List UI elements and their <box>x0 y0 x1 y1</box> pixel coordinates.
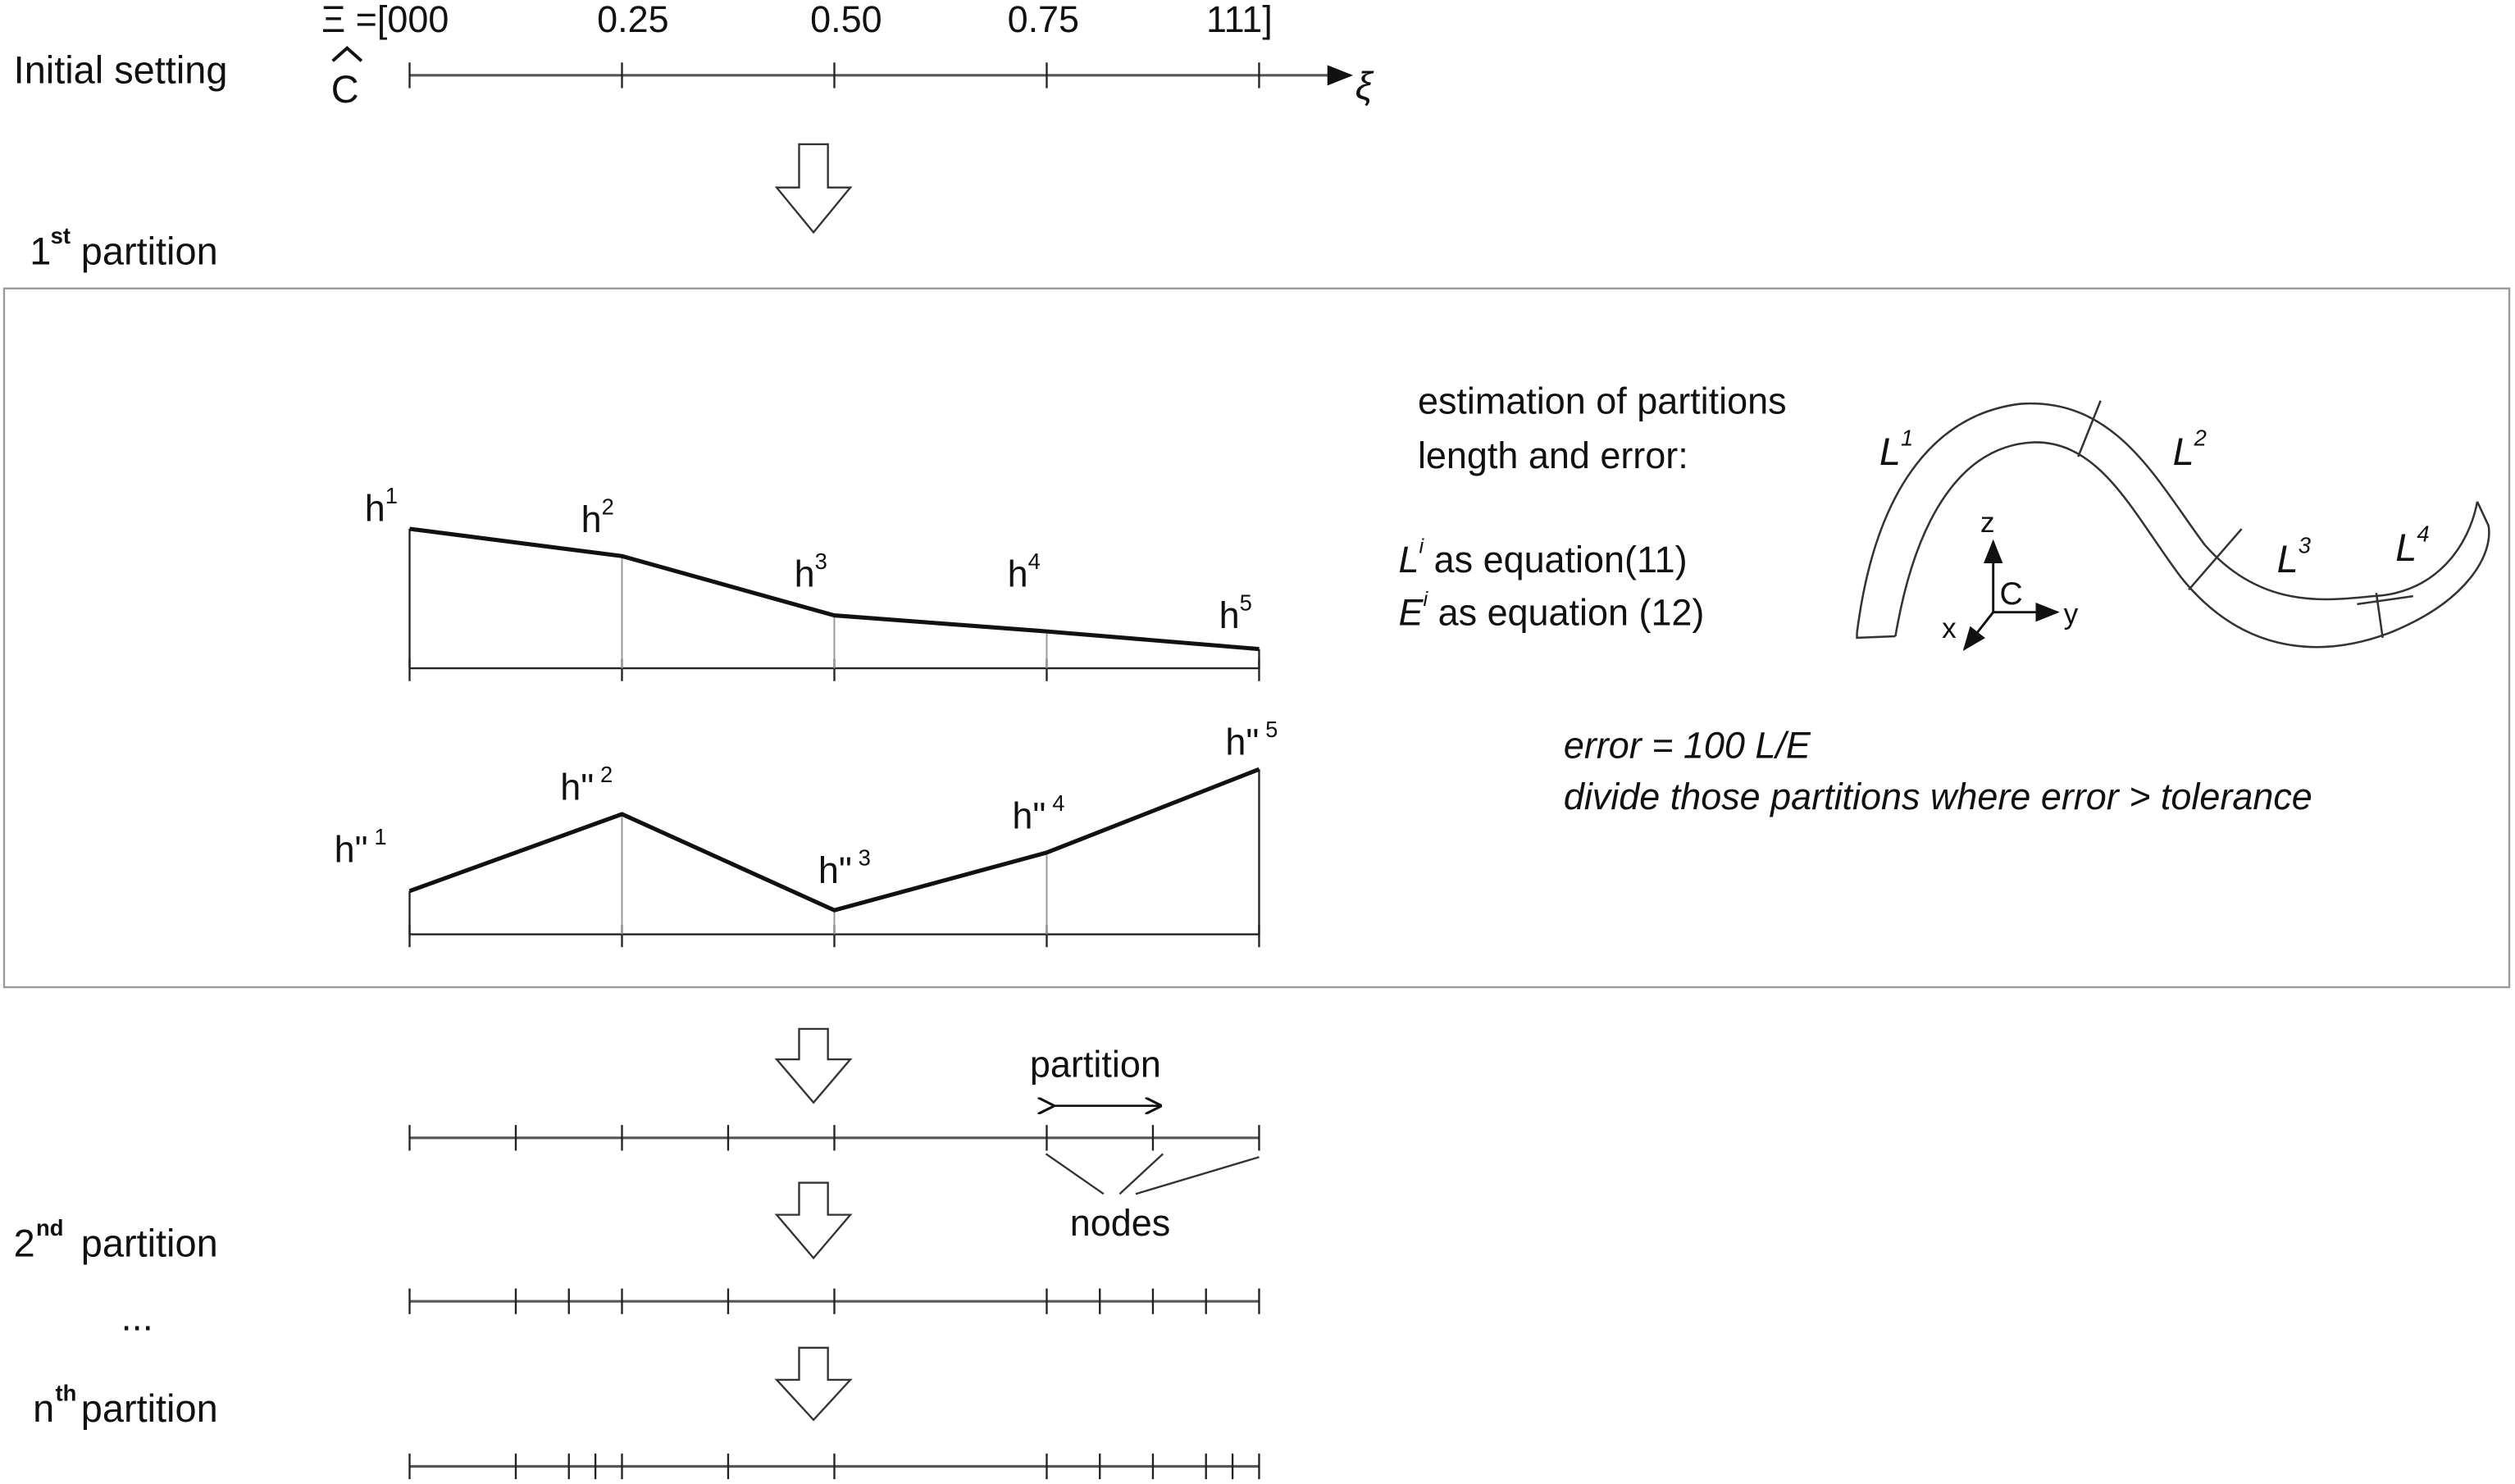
L3-label: L3 <box>2277 532 2311 580</box>
value-polyline <box>409 526 1260 652</box>
h-second-derivative-plot: h" 1 h" 2 h" 3 h" 4 h" 5 <box>335 717 1278 948</box>
curve-symbol: C <box>331 68 359 111</box>
initial-setting-label: Initial setting <box>14 49 228 92</box>
coordinate-axes-icon <box>1962 539 2060 651</box>
node-value-label: h1 <box>365 483 398 530</box>
x-axis-label: x <box>1942 612 1957 644</box>
nth-partition-num: n <box>33 1387 54 1430</box>
node-value-label: h" 3 <box>818 845 871 892</box>
xi-axis-symbol: ξ <box>1355 65 1374 107</box>
second-partition-label: partition <box>81 1222 218 1264</box>
node-value-label: h" 2 <box>560 762 613 808</box>
partition-axis-b <box>408 1288 1260 1314</box>
first-partition-num: 1 <box>30 230 51 273</box>
estimation-line2: length and error: <box>1418 435 1688 476</box>
ei-equation: Ei as equation (12) <box>1399 588 1705 633</box>
down-arrow-icon <box>774 1027 853 1104</box>
hat-icon <box>331 46 363 62</box>
li-symbol: L <box>1399 539 1419 580</box>
knot-vector-prefix: Ξ =[000 <box>321 0 449 40</box>
partition-axis-a <box>408 1125 1260 1151</box>
ei-symbol: E <box>1399 591 1424 633</box>
L4-label: L4 <box>2395 521 2429 569</box>
error-rule: divide those partitions where error > to… <box>1564 776 2312 817</box>
node-value-label: h5 <box>1219 590 1252 637</box>
second-partition-sup: nd <box>36 1215 63 1240</box>
knot-label: 0.50 <box>810 0 882 40</box>
knot-label: 0.75 <box>1008 0 1079 40</box>
nth-partition-label: partition <box>81 1387 218 1430</box>
li-sup: i <box>1419 535 1425 558</box>
node-value-label: h3 <box>795 549 827 595</box>
partition-axis-nth <box>408 1453 1260 1480</box>
ei-text: as equation (12) <box>1428 591 1704 633</box>
value-polyline <box>408 767 1260 913</box>
ei-sup: i <box>1423 588 1428 611</box>
L2-label: L2 <box>2173 425 2207 472</box>
down-arrow-icon <box>774 1181 853 1260</box>
nodes-label: nodes <box>1070 1202 1170 1244</box>
nodes-pointer-lines <box>1045 1153 1260 1195</box>
error-formula: error = 100 L/E <box>1564 725 1811 767</box>
knot-label: 0.25 <box>597 0 668 40</box>
node-value-label: h" 5 <box>1225 717 1278 763</box>
li-text: as equation(11) <box>1424 539 1687 580</box>
node-value-label: h" 4 <box>1012 790 1064 837</box>
curve-c-label: C <box>2000 576 2023 612</box>
y-axis-label: y <box>2064 598 2079 630</box>
curve-band <box>1856 400 2490 649</box>
knot-vector-suffix: 111] <box>1206 0 1273 40</box>
down-arrow-icon <box>774 1346 853 1422</box>
z-axis-label: z <box>1980 507 1995 539</box>
partition-label: partition <box>1030 1044 1161 1086</box>
first-partition-label: partition <box>81 230 218 273</box>
h-plot: h1 h2 h3 h4 h5 <box>365 483 1260 681</box>
initial-ticks <box>408 62 1260 89</box>
nth-partition-sup: th <box>56 1380 77 1405</box>
down-arrow-icon <box>774 143 853 234</box>
first-partition-sup: st <box>51 223 71 248</box>
node-value-label: h" 1 <box>335 824 387 871</box>
node-value-label: h2 <box>581 494 614 540</box>
li-equation: Li as equation(11) <box>1399 535 1688 580</box>
node-value-label: h4 <box>1008 549 1041 595</box>
estimation-line1: estimation of partitions <box>1418 380 1787 421</box>
first-partition-box <box>2 287 2511 989</box>
second-partition-num: 2 <box>14 1222 35 1264</box>
L1-label: L1 <box>1879 425 1913 472</box>
ellipsis: ... <box>121 1295 153 1338</box>
